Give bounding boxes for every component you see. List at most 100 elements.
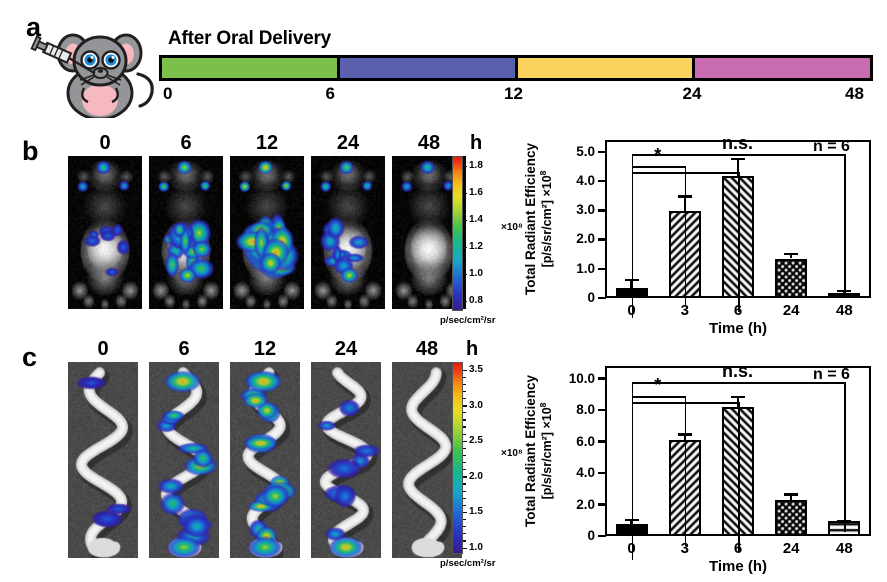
colorbar-tick-mark bbox=[463, 476, 467, 478]
timeline-tick-6: 6 bbox=[325, 84, 335, 103]
error-bar-cap-6h bbox=[731, 395, 745, 399]
sig-bracket-star-leg-1 bbox=[684, 396, 687, 546]
y-axis-label-units: [p/s/sr/cm²] ×108 bbox=[538, 170, 555, 268]
colorbar-minor-tick bbox=[463, 469, 466, 471]
bioluminescence-image-0h bbox=[68, 362, 138, 558]
colorbar-tick-1.2: 1.2 bbox=[469, 241, 483, 252]
bioluminescence-image-12h bbox=[230, 156, 304, 309]
colorbar-minor-tick bbox=[463, 447, 466, 449]
colorbar-minor-tick bbox=[463, 235, 466, 237]
colorbar-tick-mark bbox=[463, 300, 467, 303]
bioluminescence-image-0h bbox=[68, 156, 142, 309]
colorbar-minor-tick bbox=[463, 419, 466, 421]
bioluminescence-image-48h bbox=[392, 362, 462, 558]
bioluminescence-image-24h bbox=[311, 362, 381, 558]
x-tick-label-48: 48 bbox=[836, 302, 853, 319]
y-tick-mark bbox=[598, 296, 606, 300]
colorbar-minor-tick bbox=[463, 390, 466, 393]
bar-24h bbox=[775, 500, 808, 536]
colorbar-tick-1.0: 1.0 bbox=[469, 542, 483, 553]
bioluminescence-image-6h bbox=[149, 156, 223, 309]
bar-0h bbox=[615, 287, 648, 298]
colorbar-minor-tick bbox=[463, 397, 466, 400]
colorbar-minor-tick bbox=[463, 483, 466, 485]
colorbar-tick-3.5: 3.5 bbox=[469, 364, 483, 375]
timeline-title: After Oral Delivery bbox=[168, 28, 332, 49]
colorbar-tick-mark bbox=[463, 369, 467, 372]
timepoint-label-0h: 0 bbox=[97, 338, 109, 360]
y-tick-label-6.0: 6.0 bbox=[576, 433, 595, 449]
sig-bracket-star-label: * bbox=[654, 145, 662, 165]
x-axis-label: Time (h) bbox=[708, 320, 768, 337]
bar-3h bbox=[668, 439, 701, 536]
colorbar-minor-tick bbox=[463, 540, 466, 542]
bar-6h bbox=[722, 406, 754, 536]
colorbar-tick-mark bbox=[463, 246, 467, 249]
sig-bracket-ns-top bbox=[631, 382, 845, 384]
y-tick-label-10.0: 10.0 bbox=[568, 370, 595, 386]
panel-c-exvivo-images: c 0 6 12 24 48 h 3.5 3.0 2.5 2.0 1.5 1.0 ×10⁸ p/sec/… bbox=[0, 336, 530, 582]
sig-bracket-ns-label: n.s. bbox=[722, 133, 754, 153]
chart-panel-c: 0 2.0 4.0 6.0 8.0 10.0 Total Radiant Efficienc… bbox=[523, 352, 887, 580]
timepoint-label-12h: 12 bbox=[253, 338, 277, 360]
timeline-segment-12-24 bbox=[514, 58, 693, 78]
colorbar-minor-tick bbox=[463, 176, 466, 178]
sig-bracket-0-6-top bbox=[631, 172, 738, 174]
colorbar-minor-tick bbox=[463, 490, 466, 492]
error-bar-6h bbox=[736, 157, 740, 176]
sig-bracket-star-leg-1 bbox=[684, 166, 687, 306]
colorbar-minor-tick bbox=[463, 412, 466, 414]
bioluminescence-image-6h bbox=[149, 362, 219, 558]
error-bar-24h bbox=[789, 252, 793, 259]
panel-a-timeline: a bbox=[0, 0, 887, 120]
colorbar-tick-1.0: 1.0 bbox=[469, 268, 483, 279]
colorbar-tick-0.8: 0.8 bbox=[469, 295, 483, 306]
colorbar-tick-1.4: 1.4 bbox=[469, 214, 483, 225]
sig-bracket-ns-leg-1 bbox=[844, 382, 846, 532]
timeline-tick-48: 48 bbox=[845, 84, 864, 103]
y-axis-label: Total Radiant Efficiency [p/s/sr/cm²] ×10… bbox=[523, 366, 554, 536]
sig-bracket-0-6-leg-0 bbox=[631, 402, 634, 560]
colorbar-tick-mark bbox=[463, 219, 467, 222]
y-tick-mark bbox=[598, 150, 606, 153]
y-tick-label-8.0: 8.0 bbox=[576, 402, 595, 418]
time-unit-label: h bbox=[470, 132, 483, 154]
sig-bracket-0-6-leg-0 bbox=[631, 172, 634, 318]
colorbar-minor-tick bbox=[463, 230, 466, 232]
sig-bracket-0-6-top bbox=[631, 402, 738, 404]
colorbar-tick-mark bbox=[463, 273, 467, 276]
y-tick-mark bbox=[598, 179, 606, 183]
y-axis-label: Total Radiant Efficiency [p/s/sr/cm²] ×10… bbox=[523, 140, 554, 298]
x-axis-label: Time (h) bbox=[708, 558, 768, 575]
sig-bracket-0-6-leg-1 bbox=[738, 172, 740, 312]
timepoint-label-24h: 24 bbox=[336, 132, 360, 154]
y-tick-label-2.0: 2.0 bbox=[576, 496, 595, 512]
y-tick-mark bbox=[598, 377, 606, 380]
colorbar-minor-tick bbox=[463, 433, 466, 435]
sig-bracket-star-top bbox=[631, 166, 685, 168]
colorbar-minor-tick bbox=[463, 224, 466, 227]
colorbar-minor-tick bbox=[463, 214, 466, 216]
panel-a-label: a bbox=[26, 12, 42, 42]
y-tick-label-0: 0 bbox=[587, 528, 595, 543]
colorbar-minor-tick bbox=[463, 533, 466, 535]
colorbar-minor-tick bbox=[463, 497, 466, 499]
y-axis-label-line1: Total Radiant Efficiency bbox=[523, 374, 538, 528]
timepoint-label-6h: 6 bbox=[178, 338, 190, 360]
colorbar-tick-mark bbox=[463, 192, 467, 195]
x-tick-label-3: 3 bbox=[680, 302, 689, 319]
error-bar-cap-6h bbox=[731, 157, 745, 161]
colorbar-tick-2.5: 2.5 bbox=[469, 435, 483, 447]
colorbar-minor-tick bbox=[463, 262, 466, 264]
bar-6h bbox=[722, 175, 754, 298]
colorbar-tick-2.0: 2.0 bbox=[469, 470, 483, 482]
y-tick-label-1.0: 1.0 bbox=[576, 260, 595, 276]
chart-panel-b: 0 1.0 2.0 3.0 4.0 5.0 Total Radiant Efficiency… bbox=[523, 128, 887, 340]
panel-b-label: b bbox=[22, 136, 39, 166]
y-tick-mark bbox=[598, 408, 606, 412]
timeline-tick-24: 24 bbox=[682, 84, 702, 103]
colorbar-minor-tick bbox=[463, 257, 466, 259]
colorbar-minor-tick bbox=[463, 383, 466, 385]
panel-c-colorbar: 3.5 3.0 2.5 2.0 1.5 1.0 ×10⁸ p/sec/cm²/sr bbox=[440, 362, 523, 580]
y-tick-mark bbox=[598, 209, 606, 212]
